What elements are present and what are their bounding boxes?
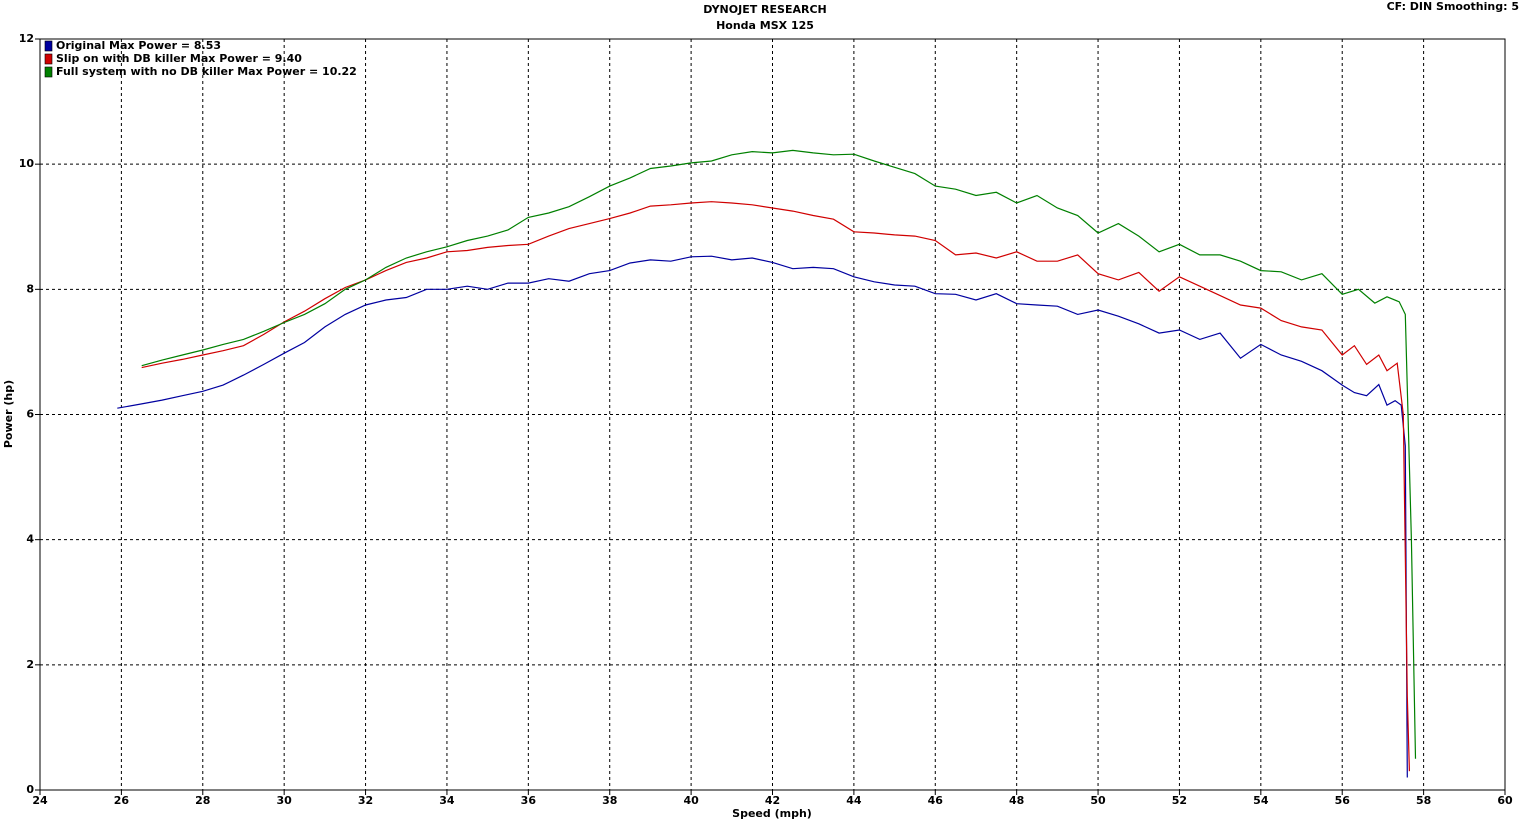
x-tick-label: 56 (1335, 794, 1351, 807)
legend-label: Slip on with DB killer Max Power = 9.40 (56, 52, 302, 65)
legend-label: Full system with no DB killer Max Power … (56, 65, 357, 78)
x-tick-label: 34 (439, 794, 455, 807)
x-tick-label: 38 (602, 794, 617, 807)
chart-subtitle: Honda MSX 125 (716, 19, 814, 32)
x-tick-label: 46 (928, 794, 944, 807)
x-tick-label: 36 (521, 794, 537, 807)
x-tick-label: 26 (114, 794, 130, 807)
y-tick-label: 6 (26, 408, 34, 421)
legend-swatch (44, 53, 53, 65)
y-tick-label: 12 (19, 32, 34, 45)
y-axis-label: Power (hp) (2, 380, 15, 448)
legend-label: Original Max Power = 8.53 (56, 39, 221, 52)
x-tick-label: 48 (1009, 794, 1024, 807)
x-tick-label: 44 (846, 794, 862, 807)
x-tick-label: 32 (358, 794, 373, 807)
x-tick-label: 24 (32, 794, 48, 807)
legend-swatch (44, 40, 53, 52)
x-tick-label: 54 (1253, 794, 1269, 807)
x-tick-label: 52 (1172, 794, 1187, 807)
chart-title: DYNOJET RESEARCH (703, 3, 826, 16)
annotation: CF: DIN Smoothing: 5 (1387, 0, 1519, 13)
y-tick-label: 10 (19, 157, 35, 170)
y-tick-label: 8 (26, 282, 34, 295)
x-tick-label: 30 (277, 794, 293, 807)
x-tick-label: 42 (765, 794, 780, 807)
x-tick-label: 28 (195, 794, 210, 807)
x-tick-label: 60 (1497, 794, 1513, 807)
legend-swatch (44, 66, 53, 78)
series-line (141, 149, 1417, 759)
x-tick-label: 40 (683, 794, 699, 807)
y-tick-label: 0 (26, 783, 34, 796)
y-tick-label: 4 (26, 533, 34, 546)
series-line (117, 255, 1408, 778)
x-axis-label: Speed (mph) (732, 807, 812, 820)
x-tick-label: 58 (1416, 794, 1431, 807)
x-tick-label: 50 (1090, 794, 1106, 807)
y-tick-label: 2 (26, 658, 34, 671)
